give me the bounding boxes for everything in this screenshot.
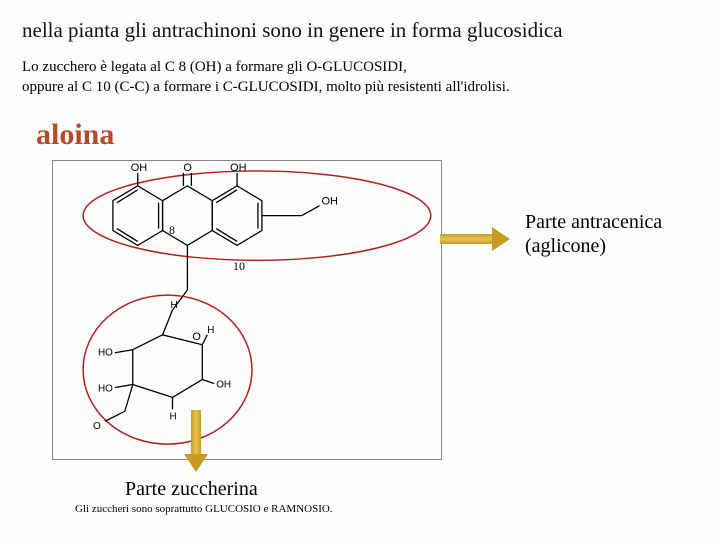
slide-title: nella pianta gli antrachinoni sono in ge… xyxy=(22,18,698,43)
chem-structure-svg: OH O OH OH O HO HO OH H H H O xyxy=(53,161,441,459)
svg-text:OH: OH xyxy=(230,161,246,173)
svg-text:O: O xyxy=(183,161,191,173)
carbon-8-label: 8 xyxy=(169,223,175,238)
svg-text:OH: OH xyxy=(216,379,231,390)
arrow-to-sugar-label xyxy=(185,410,207,472)
intro-paragraph: Lo zucchero è legata al C 8 (OH) a forma… xyxy=(22,57,698,98)
aglycone-line1: Parte antracenica xyxy=(525,211,662,233)
svg-text:OH: OH xyxy=(322,195,338,207)
svg-text:H: H xyxy=(207,324,214,335)
svg-text:HO: HO xyxy=(98,383,113,394)
aglycone-annotation: Parte antracenica (aglicone) xyxy=(525,210,662,258)
sugar-footnote: Gli zuccheri sono soprattutto GLUCOSIO e… xyxy=(75,503,333,515)
svg-text:O: O xyxy=(93,421,101,432)
svg-text:HO: HO xyxy=(98,347,113,358)
svg-text:H: H xyxy=(170,411,177,422)
carbon-10-label: 10 xyxy=(233,259,245,274)
svg-text:O: O xyxy=(192,330,200,342)
sugar-part-label: Parte zuccherina xyxy=(125,478,258,501)
compound-name-heading: aloina xyxy=(36,118,698,152)
structure-diagram: OH O OH OH O HO HO OH H H H O xyxy=(52,160,442,460)
svg-text:OH: OH xyxy=(131,161,147,173)
svg-text:H: H xyxy=(171,300,178,311)
aglycone-line2: (aglicone) xyxy=(525,235,606,257)
arrow-to-aglycone-label xyxy=(440,228,510,250)
slide-root: nella pianta gli antrachinoni sono in ge… xyxy=(0,0,720,540)
